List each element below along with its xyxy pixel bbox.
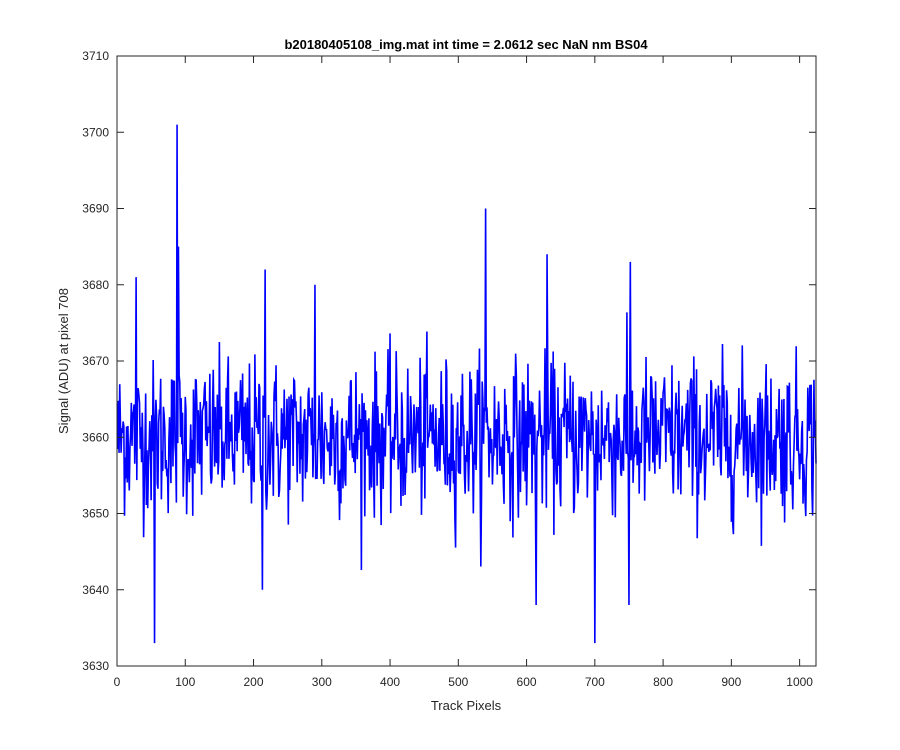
x-tick-label: 1000 xyxy=(786,675,813,689)
y-tick-label: 3630 xyxy=(82,659,109,673)
y-tick-label: 3660 xyxy=(82,430,109,444)
series-line-group xyxy=(116,124,817,644)
x-tick-label: 300 xyxy=(312,675,332,689)
y-tick-label: 3640 xyxy=(82,583,109,597)
x-tick-label: 100 xyxy=(175,675,195,689)
y-tick-label: 3710 xyxy=(82,49,109,63)
y-tick-label: 3700 xyxy=(82,125,109,139)
x-axis-ticks: 0 100 200 300 400 500 600 700 800 900 1000 xyxy=(114,56,813,689)
x-tick-label: 700 xyxy=(585,675,605,689)
x-tick-label: 400 xyxy=(380,675,400,689)
series-line xyxy=(116,124,817,644)
x-tick-label: 0 xyxy=(114,675,121,689)
x-tick-label: 600 xyxy=(517,675,537,689)
y-tick-label: 3680 xyxy=(82,278,109,292)
x-tick-label: 900 xyxy=(721,675,741,689)
x-axis-label: Track Pixels xyxy=(431,698,502,713)
plot-area xyxy=(117,56,816,666)
y-tick-label: 3650 xyxy=(82,507,109,521)
y-tick-label: 3690 xyxy=(82,202,109,216)
x-tick-label: 200 xyxy=(244,675,264,689)
y-tick-label: 3670 xyxy=(82,354,109,368)
y-axis-label: Signal (ADU) at pixel 708 xyxy=(56,288,71,434)
x-tick-label: 500 xyxy=(448,675,468,689)
y-axis-ticks: 3630 3640 3650 3660 3670 3680 3690 3700 3710 xyxy=(82,49,816,673)
chart-title: b20180405108_img.mat int time = 2.0612 s… xyxy=(284,37,648,52)
x-tick-label: 800 xyxy=(653,675,673,689)
